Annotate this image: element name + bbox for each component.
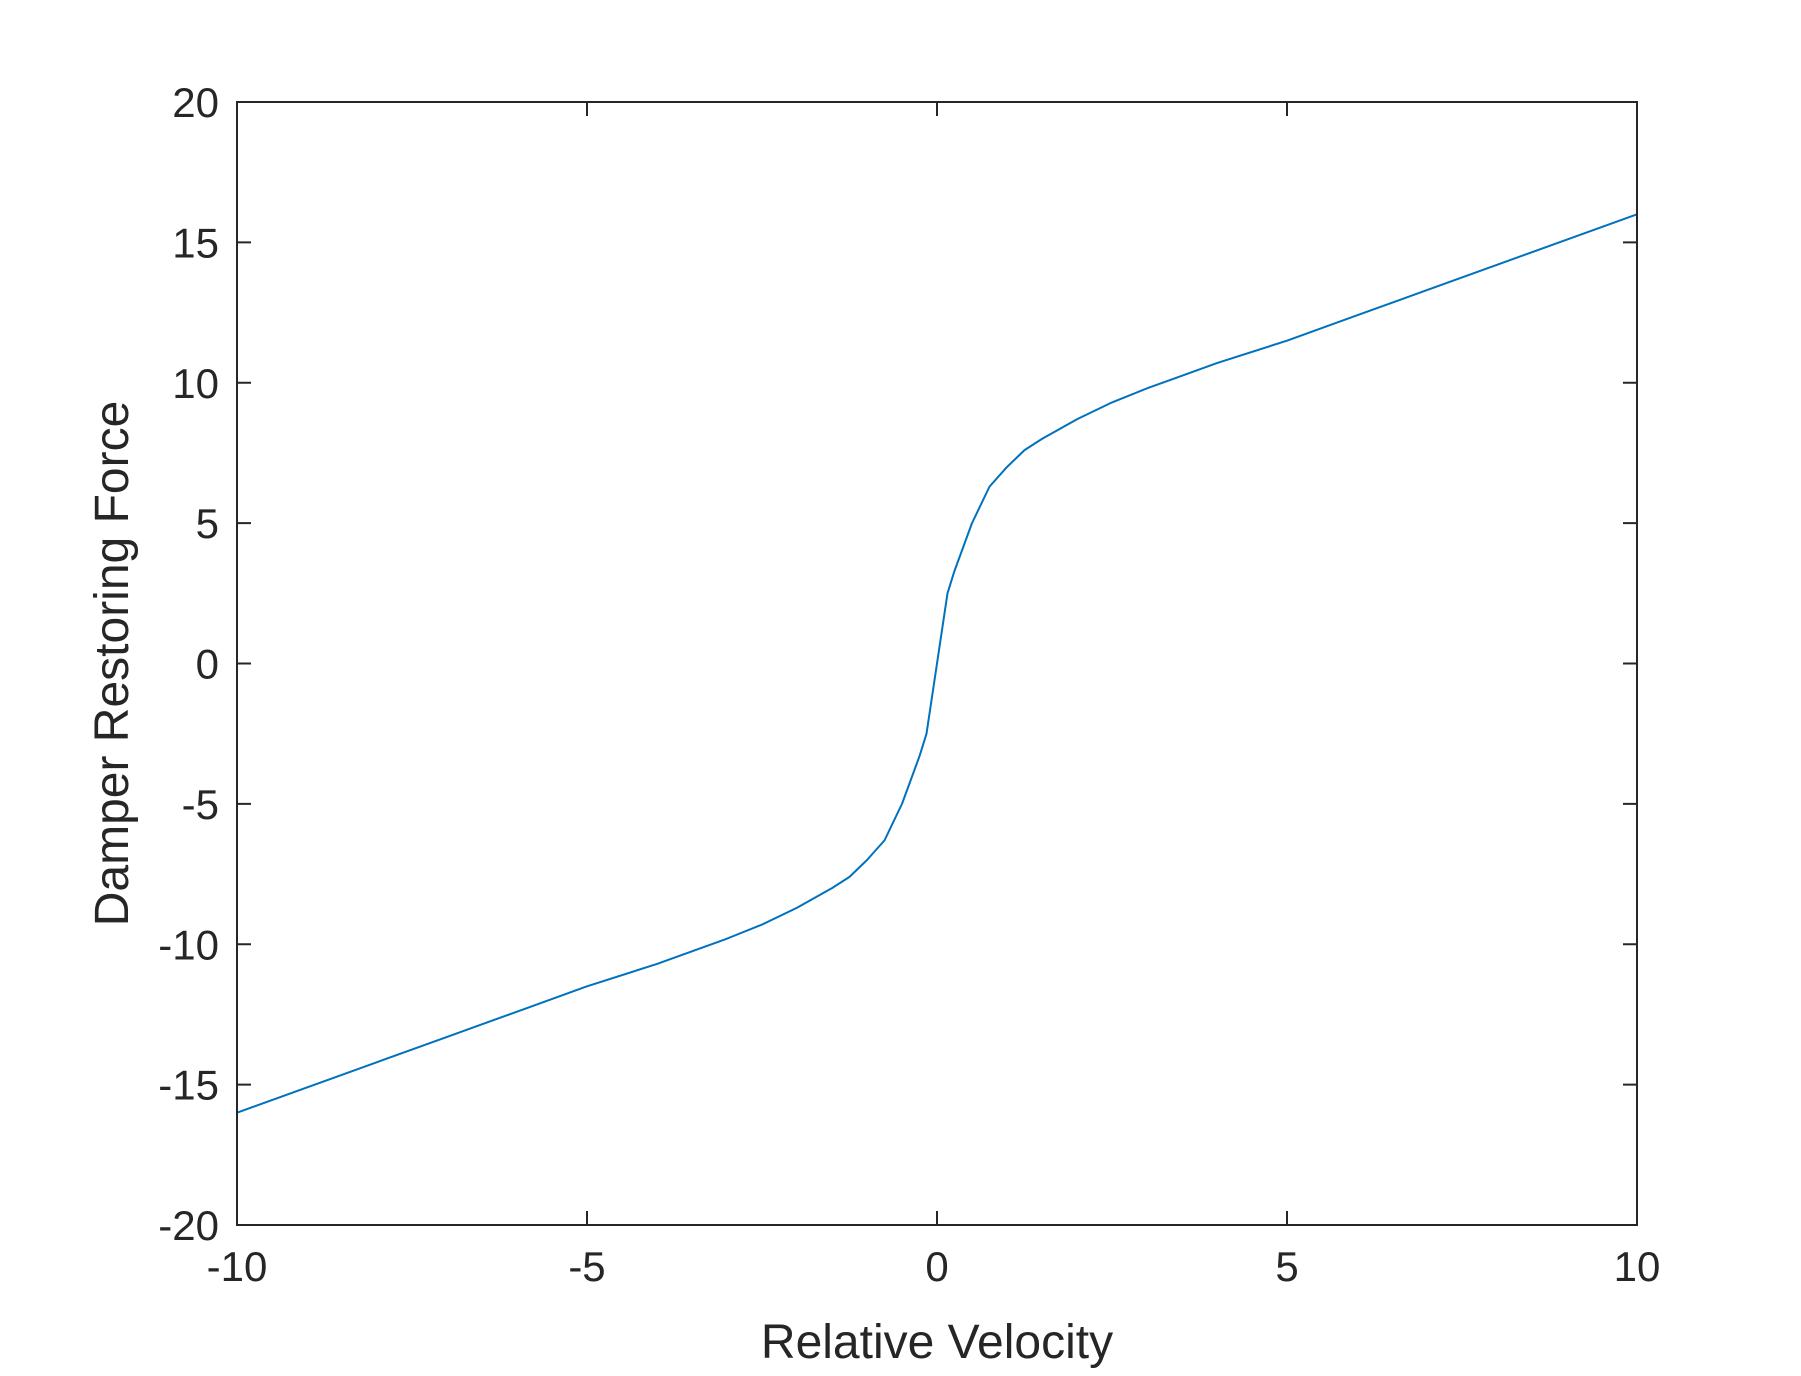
y-tick-label: 5	[196, 500, 219, 547]
y-tick-label: -20	[158, 1202, 219, 1249]
y-tick-label: 10	[172, 360, 219, 407]
x-tick-label: 5	[1275, 1243, 1298, 1290]
y-tick-label: -10	[158, 921, 219, 968]
tick-labels-layer: -10 -5 0 5 10 -20 -15 -10 -5 0 5 10 15 20	[158, 79, 1660, 1290]
axes-frame	[236, 101, 1638, 1226]
y-tick-label: -15	[158, 1062, 219, 1109]
series-layer	[236, 213, 1638, 1114]
x-axis-title: Relative Velocity	[761, 1316, 1113, 1369]
series-line	[236, 213, 1638, 1114]
y-tick-label: 15	[172, 219, 219, 266]
y-axis-title: Damper Restoring Force	[86, 401, 139, 927]
x-tick-label: 0	[925, 1243, 948, 1290]
x-tick-label: -10	[207, 1243, 268, 1290]
x-tick-label: 10	[1614, 1243, 1661, 1290]
y-tick-label: 20	[172, 79, 219, 126]
x-tick-label: -5	[568, 1243, 605, 1290]
y-tick-label: -5	[182, 781, 219, 828]
y-tick-label: 0	[196, 641, 219, 688]
